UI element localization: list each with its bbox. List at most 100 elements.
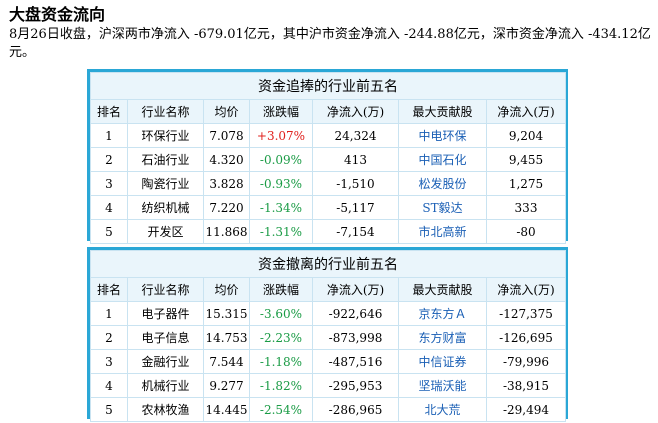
net-inflow-cell: -1,510 (312, 171, 399, 196)
col-rank: 排名 (90, 99, 128, 124)
stock-inflow-cell: 9,455 (485, 147, 567, 172)
table-row: 3 金融行业 7.544 -1.18% -487,516 中信证券 -79,996 (90, 349, 567, 374)
col-top-stock: 最大贡献股 (398, 277, 487, 302)
avg-price-cell: 3.828 (203, 171, 250, 196)
industry-cell: 金融行业 (127, 349, 204, 374)
rank-cell: 3 (90, 349, 128, 374)
rank-cell: 2 (90, 147, 128, 172)
net-inflow-cell: -286,965 (312, 397, 399, 422)
industry-cell: 纺织机械 (127, 195, 204, 220)
avg-price-cell: 7.220 (203, 195, 250, 220)
col-stock-inflow: 净流入(万) (485, 99, 567, 124)
rank-cell: 3 (90, 171, 128, 196)
change-cell: -1.82% (249, 373, 313, 398)
top-stock-link[interactable]: 市北高新 (398, 219, 487, 244)
net-inflow-cell: -487,516 (312, 349, 399, 374)
change-cell: -0.09% (249, 147, 313, 172)
top-stock-link[interactable]: 松发股份 (398, 171, 487, 196)
avg-price-cell: 14.753 (203, 325, 250, 350)
page-heading: 大盘资金流向 (9, 5, 106, 24)
outflow-panel: 资金撤离的行业前五名 排名 行业名称 均价 涨跌幅 净流入(万) 最大贡献股 净… (87, 247, 568, 422)
change-cell: -2.23% (249, 325, 313, 350)
top-stock-link[interactable]: 中信证券 (398, 349, 487, 374)
net-inflow-cell: -5,117 (312, 195, 399, 220)
col-net-inflow: 净流入(万) (312, 99, 399, 124)
outflow-rows: 1 电子器件 15.315 -3.60% -922,646 京东方Ａ -127,375 2 电子… (90, 301, 567, 422)
inflow-panel: 资金追捧的行业前五名 排名 行业名称 均价 涨跌幅 净流入(万) 最大贡献股 净… (87, 69, 568, 244)
col-change: 涨跌幅 (249, 99, 313, 124)
col-change: 涨跌幅 (249, 277, 313, 302)
top-stock-link[interactable]: 京东方Ａ (398, 301, 487, 326)
outflow-header-row: 排名 行业名称 均价 涨跌幅 净流入(万) 最大贡献股 净流入(万) (90, 277, 567, 302)
col-avg-price: 均价 (203, 99, 250, 124)
rank-cell: 1 (90, 123, 128, 148)
outflow-table-title: 资金撤离的行业前五名 (89, 250, 567, 278)
stock-inflow-cell: 333 (485, 195, 567, 220)
table-row: 4 机械行业 9.277 -1.82% -295,953 坚瑞沃能 -38,915 (90, 373, 567, 398)
outflow-table: 资金撤离的行业前五名 排名 行业名称 均价 涨跌幅 净流入(万) 最大贡献股 净… (89, 250, 567, 422)
inflow-rows: 1 环保行业 7.078 +3.07% 24,324 中电环保 9,204 2 石油行业 4.32… (90, 123, 567, 244)
top-stock-link[interactable]: 坚瑞沃能 (398, 373, 487, 398)
avg-price-cell: 14.445 (203, 397, 250, 422)
col-industry: 行业名称 (127, 277, 204, 302)
avg-price-cell: 9.277 (203, 373, 250, 398)
rank-cell: 5 (90, 397, 128, 422)
industry-cell: 开发区 (127, 219, 204, 244)
top-stock-link[interactable]: 东方财富 (398, 325, 487, 350)
stock-inflow-cell: -127,375 (485, 301, 567, 326)
change-cell: -2.54% (249, 397, 313, 422)
avg-price-cell: 11.868 (203, 219, 250, 244)
rank-cell: 4 (90, 373, 128, 398)
col-stock-inflow: 净流入(万) (485, 277, 567, 302)
net-inflow-cell: -295,953 (312, 373, 399, 398)
change-cell: -0.93% (249, 171, 313, 196)
col-industry: 行业名称 (127, 99, 204, 124)
inflow-table: 资金追捧的行业前五名 排名 行业名称 均价 涨跌幅 净流入(万) 最大贡献股 净… (89, 72, 567, 244)
net-inflow-cell: 24,324 (312, 123, 399, 148)
table-row: 5 开发区 11.868 -1.31% -7,154 市北高新 -80 (90, 219, 567, 244)
col-rank: 排名 (90, 277, 128, 302)
stock-inflow-cell: -79,996 (485, 349, 567, 374)
table-row: 2 石油行业 4.320 -0.09% 413 中国石化 9,455 (90, 147, 567, 172)
top-stock-link[interactable]: 中国石化 (398, 147, 487, 172)
industry-cell: 电子信息 (127, 325, 204, 350)
inflow-table-title: 资金追捧的行业前五名 (89, 72, 567, 100)
change-cell: -1.31% (249, 219, 313, 244)
col-net-inflow: 净流入(万) (312, 277, 399, 302)
stock-inflow-cell: -126,695 (485, 325, 567, 350)
change-cell: -1.34% (249, 195, 313, 220)
stock-inflow-cell: 9,204 (485, 123, 567, 148)
table-row: 2 电子信息 14.753 -2.23% -873,998 东方财富 -126,695 (90, 325, 567, 350)
stock-inflow-cell: 1,275 (485, 171, 567, 196)
market-summary: 8月26日收盘，沪深两市净流入 -679.01亿元，其中沪市资金净流入 -244… (9, 27, 651, 60)
net-inflow-cell: -873,998 (312, 325, 399, 350)
industry-cell: 环保行业 (127, 123, 204, 148)
stock-inflow-cell: -38,915 (485, 373, 567, 398)
col-top-stock: 最大贡献股 (398, 99, 487, 124)
avg-price-cell: 7.078 (203, 123, 250, 148)
top-stock-link[interactable]: 中电环保 (398, 123, 487, 148)
table-row: 4 纺织机械 7.220 -1.34% -5,117 ST毅达 333 (90, 195, 567, 220)
change-cell: -3.60% (249, 301, 313, 326)
stock-inflow-cell: -29,494 (485, 397, 567, 422)
table-row: 1 电子器件 15.315 -3.60% -922,646 京东方Ａ -127,375 (90, 301, 567, 326)
industry-cell: 石油行业 (127, 147, 204, 172)
rank-cell: 1 (90, 301, 128, 326)
industry-cell: 机械行业 (127, 373, 204, 398)
avg-price-cell: 7.544 (203, 349, 250, 374)
avg-price-cell: 15.315 (203, 301, 250, 326)
table-row: 3 陶瓷行业 3.828 -0.93% -1,510 松发股份 1,275 (90, 171, 567, 196)
top-stock-link[interactable]: 北大荒 (398, 397, 487, 422)
change-cell: -1.18% (249, 349, 313, 374)
inflow-header-row: 排名 行业名称 均价 涨跌幅 净流入(万) 最大贡献股 净流入(万) (90, 99, 567, 124)
table-row: 5 农林牧渔 14.445 -2.54% -286,965 北大荒 -29,494 (90, 397, 567, 422)
change-cell: +3.07% (249, 123, 313, 148)
industry-cell: 农林牧渔 (127, 397, 204, 422)
stock-inflow-cell: -80 (485, 219, 567, 244)
industry-cell: 电子器件 (127, 301, 204, 326)
table-row: 1 环保行业 7.078 +3.07% 24,324 中电环保 9,204 (90, 123, 567, 148)
net-inflow-cell: 413 (312, 147, 399, 172)
avg-price-cell: 4.320 (203, 147, 250, 172)
net-inflow-cell: -7,154 (312, 219, 399, 244)
top-stock-link[interactable]: ST毅达 (398, 195, 487, 220)
